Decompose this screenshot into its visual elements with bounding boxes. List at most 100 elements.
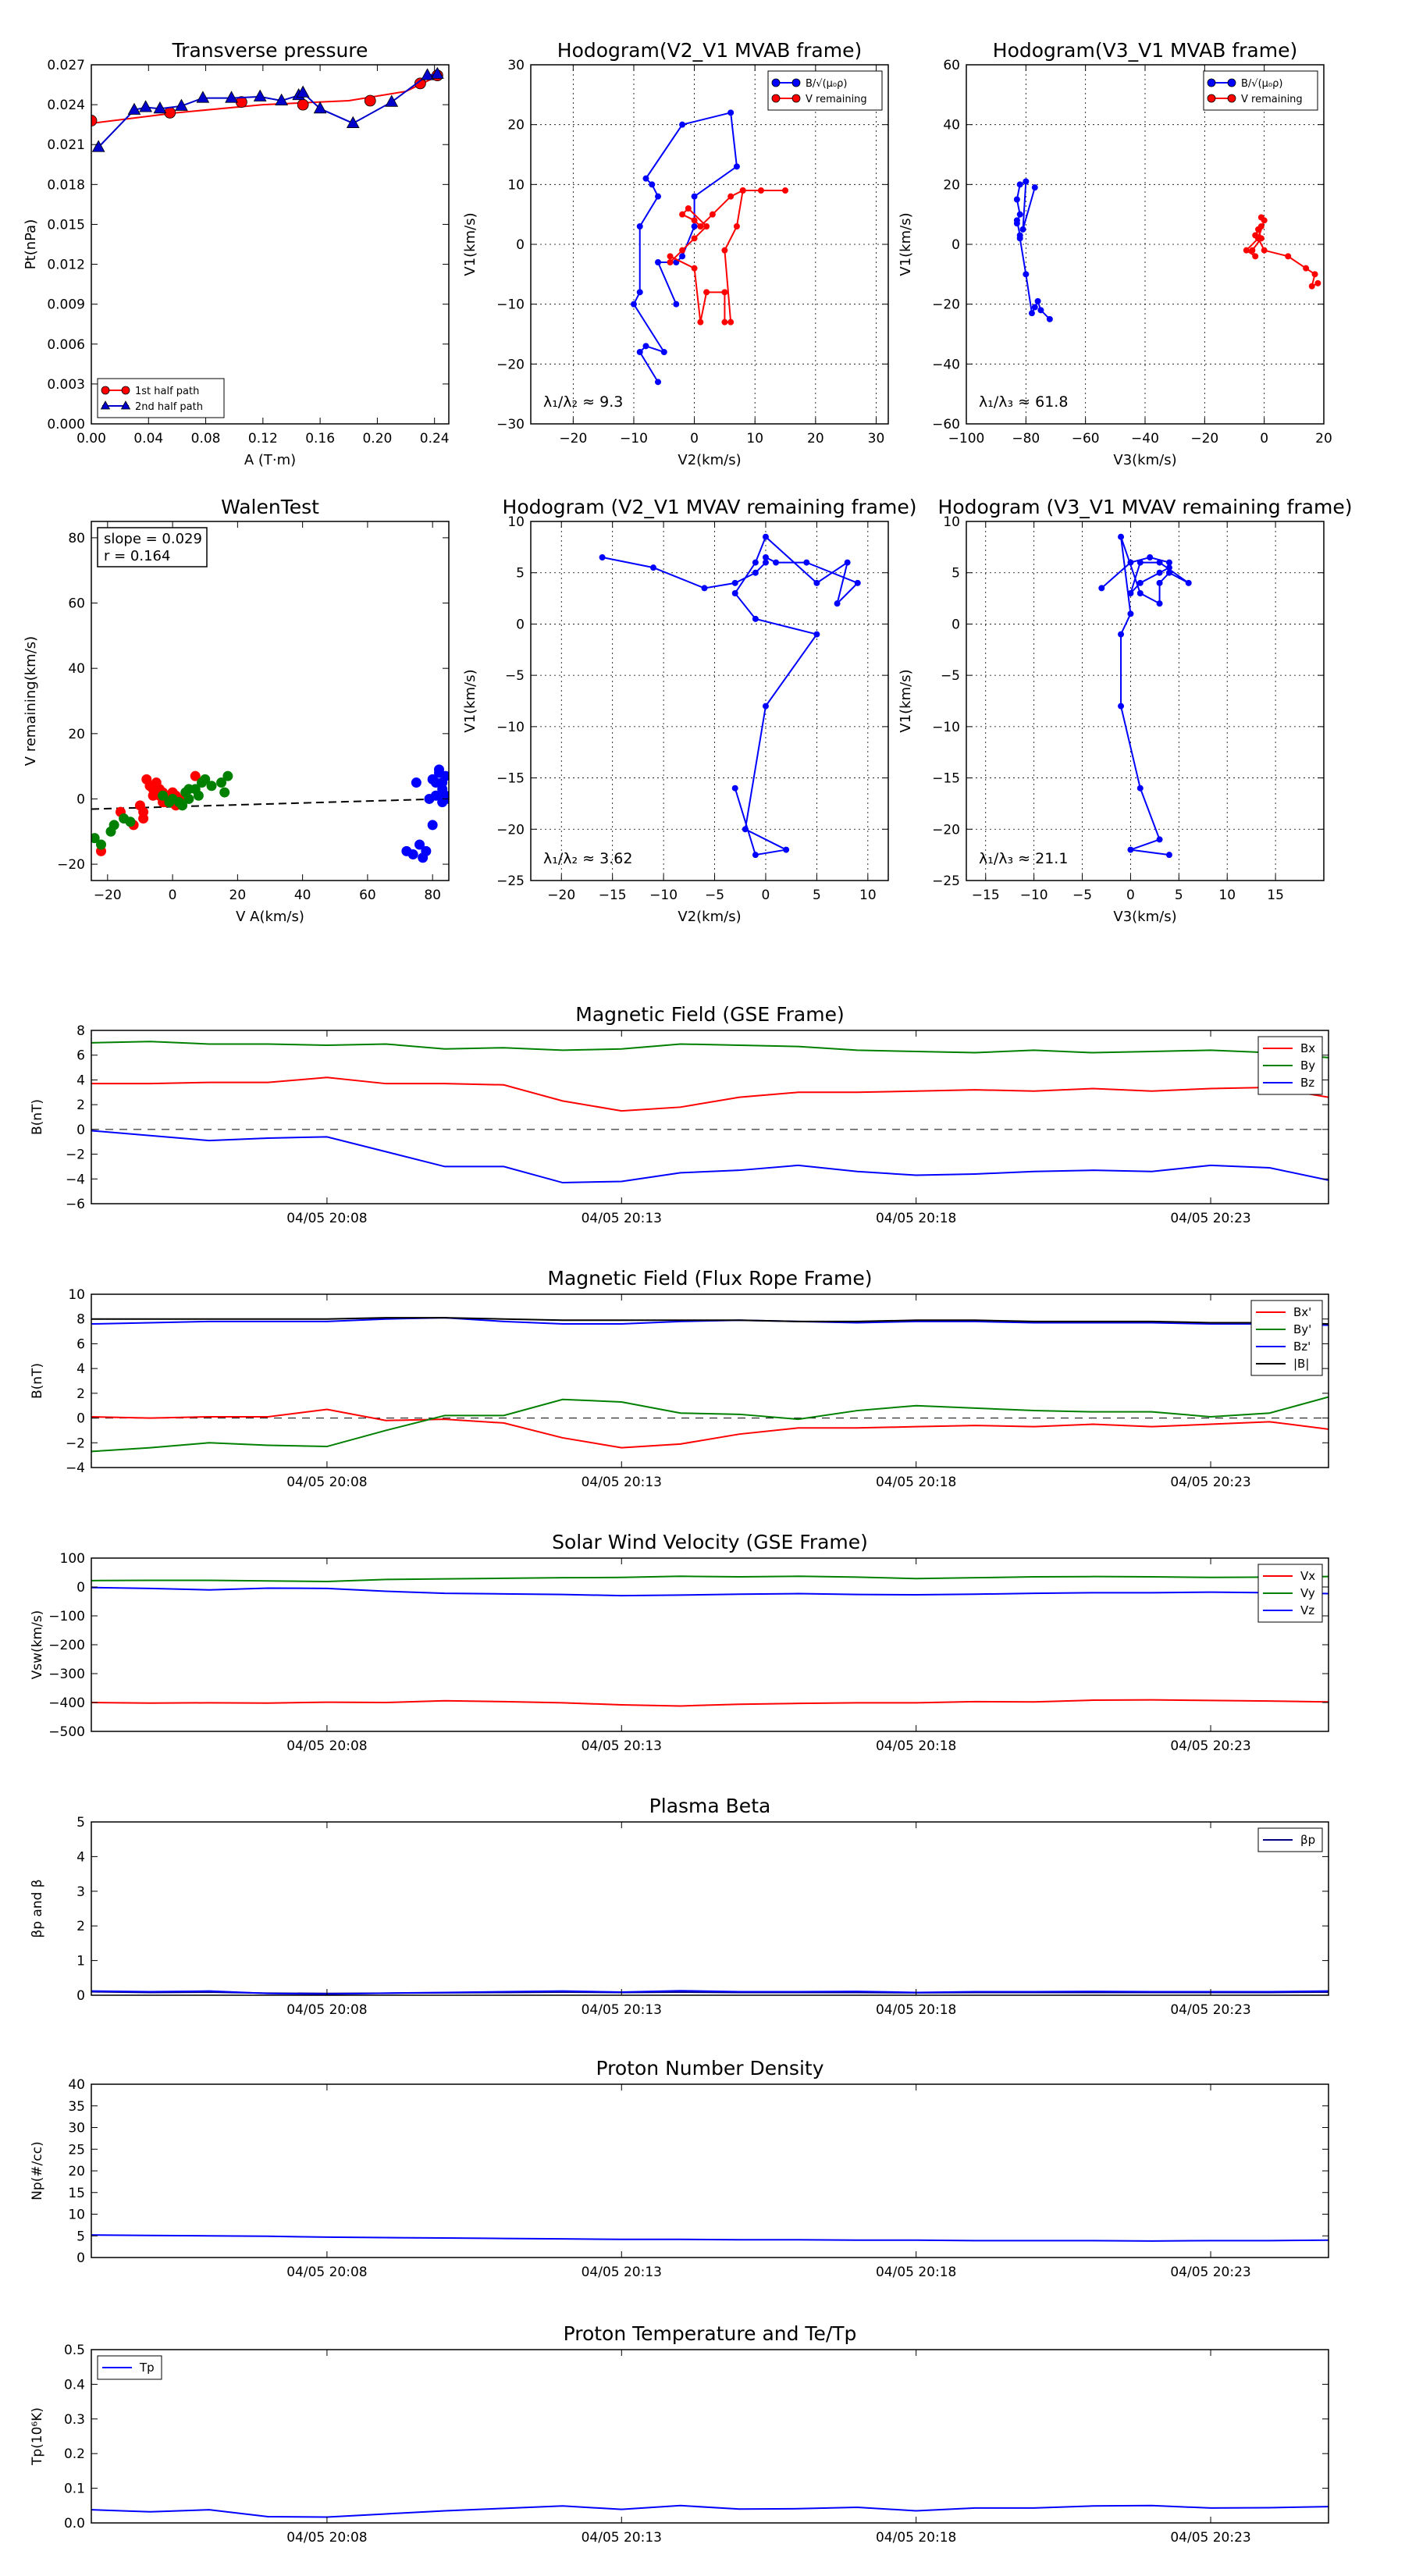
fit-line — [91, 798, 449, 810]
series-Bz — [91, 1130, 1329, 1184]
axes-frame — [530, 521, 889, 881]
x-tick-label: 0 — [1126, 888, 1135, 903]
y-tick-label: −40 — [932, 357, 960, 372]
x-tick-label: 04/05 20:08 — [286, 1738, 367, 1754]
chart-hodo_v3v1_mvab: −100 −80 −60 −40 −20 0 20 −60 −40 −20 0 20 40 60 Hodog… — [898, 39, 1332, 468]
y-tick-label: 1 — [76, 1954, 85, 1969]
x-tick-label: 04/05 20:23 — [1170, 2530, 1250, 2546]
data-point — [673, 301, 680, 308]
plot-area — [1098, 533, 1192, 859]
y-tick-label: 0.1 — [64, 2482, 85, 2497]
x-tick-label: 04/05 20:23 — [1170, 2002, 1250, 2018]
y-tick-label: 4 — [76, 1849, 85, 1865]
x-tick-label: −20 — [1190, 431, 1218, 447]
data-point — [655, 379, 662, 386]
data-point — [691, 193, 698, 200]
data-point — [697, 223, 704, 229]
data-point — [697, 318, 704, 326]
data-point — [1156, 569, 1163, 576]
data-point — [1165, 569, 1172, 576]
data-point — [733, 223, 740, 229]
data-point — [649, 181, 656, 188]
data-point — [200, 774, 211, 785]
data-point — [636, 223, 643, 229]
y-tick-label: 2 — [76, 1386, 85, 1402]
y-tick-label: −15 — [496, 771, 525, 787]
legend: βp — [1257, 1827, 1323, 1852]
series-line — [1016, 180, 1051, 320]
data-point — [813, 631, 820, 638]
data-point — [1016, 211, 1023, 218]
data-point — [691, 223, 698, 229]
data-point — [727, 193, 735, 200]
x-tick-label: −20 — [547, 888, 575, 903]
y-tick-label: 5 — [516, 566, 525, 582]
legend-entry: Bz' — [1293, 1340, 1311, 1354]
data-point — [1261, 217, 1268, 224]
data-point — [599, 554, 606, 560]
y-axis-label: B(nT) — [30, 1099, 45, 1135]
y-tick-label: 6 — [76, 1048, 85, 1064]
legend-frame — [97, 378, 225, 418]
data-point — [175, 98, 188, 111]
series-B- — [1013, 178, 1053, 322]
x-axis-label: A (T·m) — [244, 452, 296, 468]
y-tick-label: −20 — [57, 857, 85, 873]
y-tick-label: 80 — [68, 531, 85, 546]
x-tick-label: 20 — [807, 431, 824, 447]
data-point — [190, 770, 201, 781]
data-point — [1156, 579, 1163, 586]
data-point — [1118, 631, 1125, 638]
legend-entry: Bz — [1300, 1076, 1314, 1090]
data-point — [434, 764, 445, 775]
plot-area — [91, 2234, 1329, 2242]
data-point — [752, 569, 759, 576]
y-tick-label: −10 — [496, 720, 525, 735]
x-tick-label: 0.04 — [133, 431, 163, 447]
series-blue — [1098, 533, 1192, 859]
data-point — [642, 175, 649, 182]
y-tick-label: −30 — [496, 417, 525, 432]
y-tick-label: −4 — [66, 1172, 85, 1187]
y-axis-label: B(nT) — [30, 1363, 45, 1399]
ratio-annotation: λ₁/λ₂ ≈ 9.3 — [543, 393, 623, 411]
data-point — [1156, 836, 1163, 843]
y-tick-label: −300 — [48, 1667, 85, 1682]
plot-area — [1013, 178, 1321, 322]
x-tick-label: −40 — [1131, 431, 1159, 447]
series-Bx — [91, 1076, 1329, 1112]
data-point — [721, 318, 728, 326]
x-tick-label: 04/05 20:18 — [876, 2530, 956, 2546]
legend-frame — [1203, 70, 1318, 111]
data-point — [762, 533, 769, 540]
data-point — [414, 77, 426, 90]
data-point — [782, 187, 789, 194]
data-point — [739, 187, 746, 194]
x-tick-label: 04/05 20:23 — [1170, 1475, 1250, 1490]
data-point — [183, 793, 194, 804]
data-point — [1311, 271, 1318, 278]
data-point — [1023, 271, 1030, 278]
data-point — [148, 790, 158, 801]
x-tick-label: −20 — [94, 888, 122, 903]
data-point — [752, 559, 759, 566]
y-tick-label: 0.009 — [47, 297, 85, 313]
x-tick-label: 30 — [868, 431, 885, 447]
y-tick-label: −400 — [48, 1695, 85, 1711]
data-point — [385, 94, 399, 107]
x-tick-label: 04/05 20:08 — [286, 2530, 367, 2546]
data-point — [1243, 247, 1250, 254]
data-point — [679, 211, 686, 218]
y-tick-label: 0.003 — [47, 377, 85, 393]
x-tick-label: 0.00 — [76, 431, 106, 447]
data-point — [421, 845, 432, 856]
legend-marker — [1207, 78, 1216, 87]
y-axis-label: βp and β — [30, 1879, 45, 1937]
x-tick-label: 0 — [1260, 431, 1268, 447]
stats-frame — [97, 527, 208, 568]
legend-entry: Tp — [139, 2361, 155, 2375]
series-By — [91, 1041, 1329, 1059]
y-tick-label: 5 — [951, 566, 960, 582]
x-tick-label: 60 — [359, 888, 376, 903]
